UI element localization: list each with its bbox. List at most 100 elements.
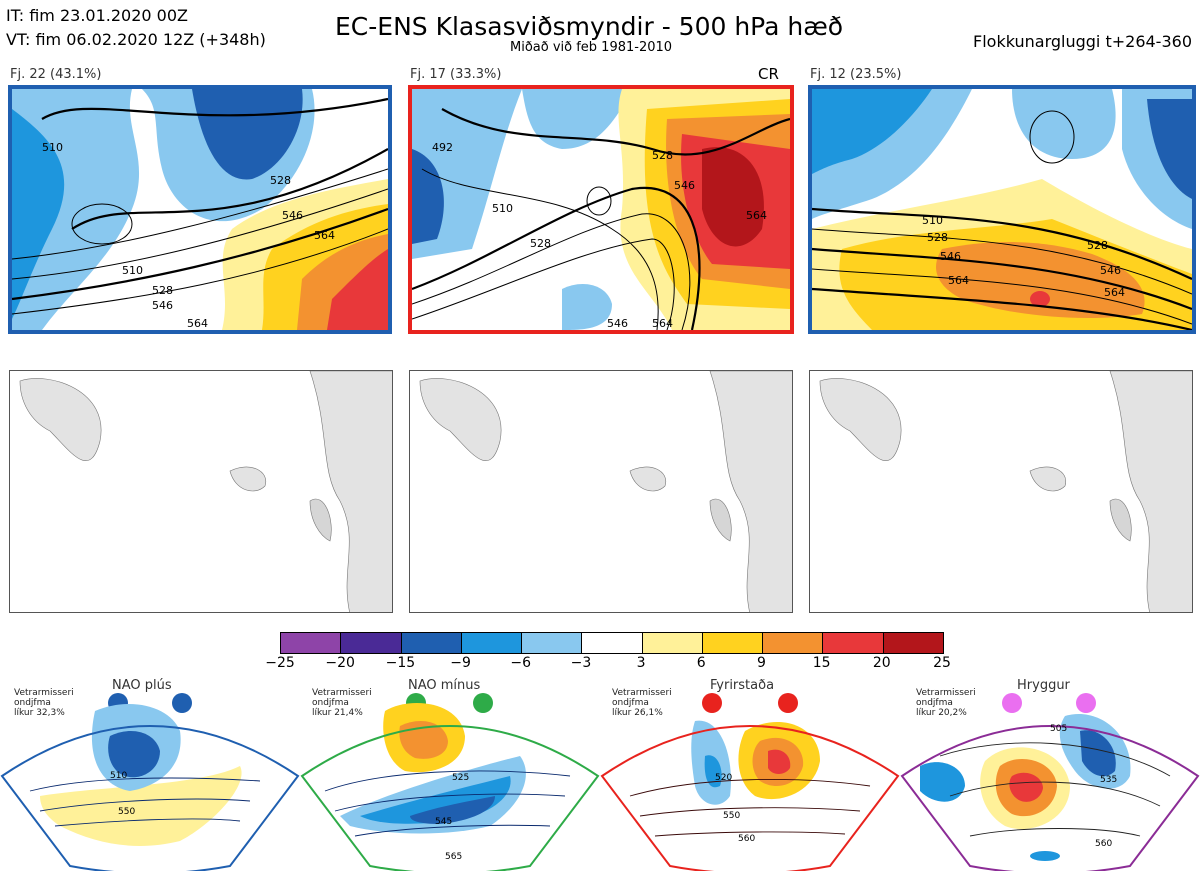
- cluster-map-3: 510 528 546 564 528 546 564: [808, 85, 1196, 334]
- regime-title: NAO mínus: [408, 678, 481, 693]
- regime-dot: [1002, 693, 1022, 713]
- regime-note: Vetrarmisseri ondjfma líkur 26,1%: [612, 688, 672, 718]
- colorbar-segment: [702, 633, 764, 653]
- coastline-map-3: [819, 371, 1192, 612]
- page-title: EC-ENS Klasasviðsmyndir - 500 hPa hæð: [335, 12, 844, 41]
- regime-nao-minus: NAO mínus Vetrarmisseri ondjfma líkur 21…: [300, 676, 600, 871]
- regime-dot: [1076, 693, 1096, 713]
- contour-label: 550: [118, 807, 135, 817]
- contour-label: 564: [652, 317, 673, 330]
- page-subtitle: Miðað við feb 1981-2010: [510, 40, 673, 55]
- contour-label: 528: [1087, 239, 1108, 252]
- regime-note: Vetrarmisseri ondjfma líkur 20,2%: [916, 688, 976, 718]
- contour-label: 528: [152, 284, 173, 297]
- regime-dot: [702, 693, 722, 713]
- colorbar-segment: [341, 633, 402, 653]
- colorbar-tick-label: 3: [636, 655, 646, 671]
- regime-map-graphic: 510 550: [0, 693, 300, 871]
- contour-label: 510: [42, 141, 63, 154]
- regime-ridge: Hryggur Vetrarmisseri ondjfma líkur 20,2…: [900, 676, 1200, 871]
- colorbar-ticks: −25 −20 −15 −9 −6 −3 3 6 9 15 20 25: [265, 655, 951, 675]
- contour-label: 505: [1050, 724, 1067, 734]
- panel-1-label: Fj. 22 (43.1%): [10, 67, 102, 82]
- contour-label: 546: [940, 250, 961, 263]
- map-panel-empty-3: [809, 370, 1193, 613]
- contour-label: 564: [746, 209, 767, 222]
- regime-map-graphic: 520 550 560: [600, 693, 900, 871]
- contour-label: 510: [492, 202, 513, 215]
- classification-window: Flokkunargluggi t+264-360: [973, 32, 1192, 51]
- cluster-map-2: 492 510 528 546 564 528 546 564: [408, 85, 794, 334]
- regime-blocking: Fyrirstaða Vetrarmisseri ondjfma líkur 2…: [600, 676, 900, 871]
- coastline-map-2: [419, 371, 792, 612]
- contour-label: 525: [452, 773, 469, 783]
- contour-label: 520: [715, 773, 732, 783]
- regime-dot: [172, 693, 192, 713]
- cluster-map-1-graphic: 510 528 546 564 510 528 546 564: [12, 89, 388, 330]
- contour-label: 546: [674, 179, 695, 192]
- panel-2-tag: CR: [758, 65, 779, 83]
- colorbar-tick-label: 15: [812, 655, 831, 671]
- contour-label: 528: [927, 231, 948, 244]
- colorbar-segment: [642, 633, 703, 653]
- contour-label: 528: [270, 174, 291, 187]
- regime-title: NAO plús: [112, 678, 172, 693]
- regime-note: Vetrarmisseri ondjfma líkur 32,3%: [14, 688, 74, 718]
- colorbar-segment: [461, 633, 523, 653]
- valid-time: VT: fim 06.02.2020 12Z (+348h): [6, 30, 266, 49]
- regime-map-graphic: 505 535 560: [900, 693, 1200, 871]
- contour-label: 550: [723, 811, 740, 821]
- contour-label: 528: [652, 149, 673, 162]
- regime-dot: [473, 693, 493, 713]
- colorbar: [280, 632, 944, 654]
- colorbar-tick-label: −9: [450, 655, 471, 671]
- cluster-map-3-graphic: 510 528 546 564 528 546 564: [812, 89, 1192, 330]
- regime-map-graphic: 525 545 565: [300, 693, 600, 871]
- contour-label: 510: [922, 214, 943, 227]
- contour-label: 535: [1100, 775, 1117, 785]
- contour-label: 565: [445, 852, 462, 862]
- contour-label: 510: [110, 771, 127, 781]
- panel-2-label: Fj. 17 (33.3%): [410, 67, 502, 82]
- contour-label: 564: [314, 229, 335, 242]
- contour-label: 560: [1095, 839, 1112, 849]
- colorbar-segment: [823, 633, 884, 653]
- colorbar-segment: [522, 633, 583, 653]
- contour-label: 546: [1100, 264, 1121, 277]
- cluster-map-2-graphic: 492 510 528 546 564 528 546 564: [412, 89, 790, 330]
- contour-label: 560: [738, 834, 755, 844]
- regime-title: Fyrirstaða: [710, 678, 775, 693]
- colorbar-tick-label: 20: [872, 655, 891, 671]
- contour-label: 564: [187, 317, 208, 330]
- colorbar-segment: [401, 633, 462, 653]
- colorbar-tick-label: −3: [570, 655, 592, 671]
- colorbar-segment: [281, 633, 342, 653]
- colorbar-tick-label: −6: [510, 655, 532, 671]
- regime-note: Vetrarmisseri ondjfma líkur 21,4%: [312, 688, 372, 718]
- colorbar-tick-label: −20: [325, 655, 355, 671]
- contour-label: 564: [1104, 286, 1125, 299]
- colorbar-tick-label: −15: [385, 655, 416, 671]
- regime-dot: [778, 693, 798, 713]
- colorbar-tick-label: 25: [933, 655, 951, 671]
- contour-label: 510: [122, 264, 143, 277]
- contour-label: 546: [282, 209, 303, 222]
- map-panel-empty-2: [409, 370, 793, 613]
- colorbar-tick-label: 6: [696, 655, 706, 671]
- contour-label: 564: [948, 274, 969, 287]
- colorbar-segment: [883, 633, 943, 653]
- cluster-map-1: 510 528 546 564 510 528 546 564: [8, 85, 392, 334]
- contour-label: 546: [152, 299, 173, 312]
- coastline-map-1: [19, 371, 392, 612]
- colorbar-tick-label: 9: [756, 655, 766, 671]
- regime-title: Hryggur: [1017, 678, 1070, 693]
- contour-label: 528: [530, 237, 551, 250]
- colorbar-segment: [582, 633, 643, 653]
- contour-label: 546: [607, 317, 628, 330]
- panel-3-label: Fj. 12 (23.5%): [810, 67, 902, 82]
- colorbar-tick-label: −25: [265, 655, 295, 671]
- contour-label: 492: [432, 141, 453, 154]
- map-panel-empty-1: [9, 370, 393, 613]
- regime-nao-plus: NAO plús Vetrarmisseri ondjfma líkur 32,…: [0, 676, 300, 871]
- init-time: IT: fim 23.01.2020 00Z: [6, 6, 188, 25]
